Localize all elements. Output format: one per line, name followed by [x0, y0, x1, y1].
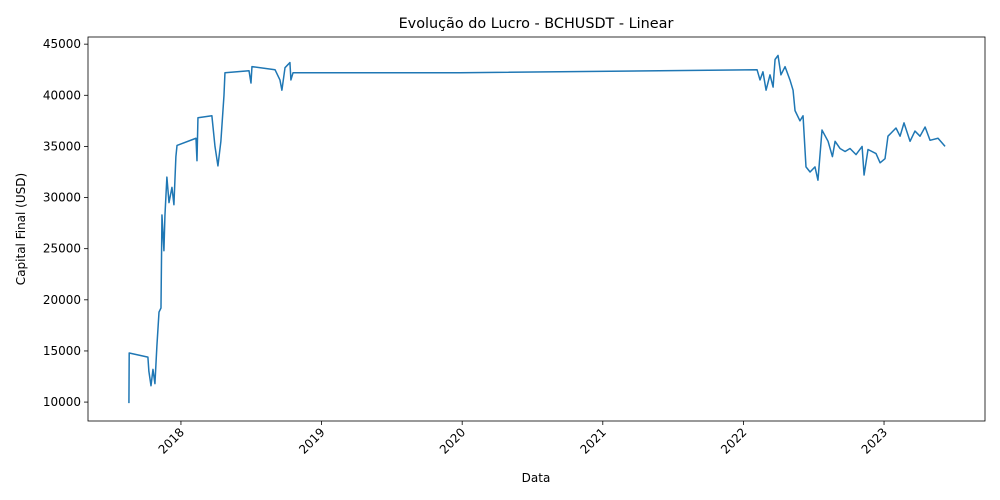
y-tick-label: 35000 — [43, 139, 81, 153]
y-tick-label: 10000 — [43, 395, 81, 409]
plot-frame — [87, 36, 986, 422]
y-tick-label: 30000 — [43, 191, 81, 205]
y-tick-label: 25000 — [43, 242, 81, 256]
y-tick-label: 15000 — [43, 344, 81, 358]
y-tick-label: 20000 — [43, 293, 81, 307]
y-axis-label: Capital Final (USD) — [14, 173, 28, 285]
x-axis-label: Data — [522, 471, 551, 485]
line-series — [128, 54, 946, 404]
y-tick-label: 45000 — [43, 37, 81, 51]
chart-title: Evolução do Lucro - BCHUSDT - Linear — [399, 16, 674, 32]
y-tick-label: 40000 — [43, 88, 81, 102]
